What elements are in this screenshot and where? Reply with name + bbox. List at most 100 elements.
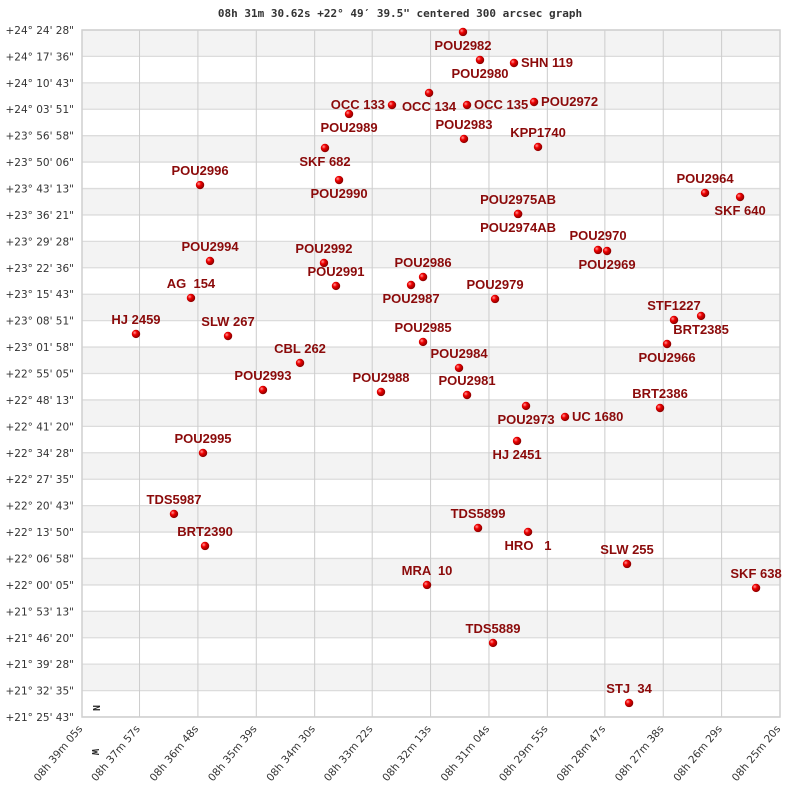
star-point (462, 390, 472, 400)
star-points (131, 27, 761, 708)
x-tick-label: 08h 31m 04s (439, 723, 493, 784)
y-tick-label: +21° 46' 20" (5, 633, 74, 645)
x-tick-label: 08h 29m 55s (497, 723, 551, 784)
star-label: SLW 255 (600, 542, 653, 557)
y-tick-label: +24° 24' 28" (5, 25, 74, 37)
star-label: POU2972 (541, 94, 598, 109)
star-point (376, 387, 386, 397)
star-label: TDS5889 (466, 621, 521, 636)
star-label: SKF 640 (714, 203, 765, 218)
star-point (258, 385, 268, 395)
star-label: POU2979 (466, 277, 523, 292)
y-tick-label: +23° 22' 36" (5, 263, 74, 275)
y-tick-label: +22° 48' 13" (5, 395, 74, 407)
y-tick-label: +21° 32' 35" (5, 686, 74, 698)
star-point (331, 281, 341, 291)
x-tick-label: 08h 35m 39s (206, 723, 260, 784)
star-label: KPP1740 (510, 125, 566, 140)
star-point (195, 180, 205, 190)
star-label: SKF 638 (730, 566, 781, 581)
star-label: BRT2390 (177, 524, 233, 539)
y-tick-label: +22° 27' 35" (5, 474, 74, 486)
star-point (169, 509, 179, 519)
star-point (418, 272, 428, 282)
star-point (424, 88, 434, 98)
star-point (473, 523, 483, 533)
x-tick-label: 08h 36m 48s (148, 723, 202, 784)
star-point (422, 580, 432, 590)
star-point (406, 280, 416, 290)
y-axis-ticks: +24° 24' 28" +24° 17' 36" +24° 10' 43" +24°… (5, 25, 74, 724)
star-point (320, 143, 330, 153)
star-label: BRT2386 (632, 386, 688, 401)
y-tick-label: +24° 03' 51" (5, 104, 74, 116)
star-point (131, 329, 141, 339)
star-label: POU2974AB (480, 220, 556, 235)
plot-border (81, 29, 781, 718)
star-label: SHN 119 (521, 55, 573, 70)
star-point (523, 527, 533, 537)
star-label: STJ 34 (606, 681, 652, 696)
star-point (669, 315, 679, 325)
y-tick-label: +23° 36' 21" (5, 210, 74, 222)
star-point (662, 339, 672, 349)
star-point (295, 358, 305, 368)
star-point (512, 436, 522, 446)
star-point (198, 448, 208, 458)
star-point (593, 245, 603, 255)
star-label: POU2991 (307, 264, 364, 279)
star-label: POU2993 (234, 368, 291, 383)
star-point (454, 363, 464, 373)
star-point (459, 134, 469, 144)
star-label: AG 154 (167, 276, 216, 291)
star-label: OCC 133 (331, 97, 385, 112)
star-label: POU2970 (569, 228, 626, 243)
x-tick-label: 08h 32m 13s (380, 723, 434, 784)
chart-title: 08h 31m 30.62s +22° 49′ 39.5" centered 3… (218, 7, 582, 20)
star-label: POU2984 (430, 346, 488, 361)
star-point (700, 188, 710, 198)
x-tick-label: 08h 33m 22s (322, 723, 376, 784)
star-point (696, 311, 706, 321)
star-point (602, 246, 612, 256)
west-marker: W (89, 749, 100, 756)
star-point (462, 100, 472, 110)
star-label: TDS5899 (451, 506, 506, 521)
star-label: POU2964 (676, 171, 734, 186)
star-point (529, 97, 539, 107)
x-axis-ticks: 08h 39m 05s 08h 37m 57s 08h 36m 48s 08h 35m… (32, 723, 784, 784)
y-tick-label: +21° 25' 43" (5, 712, 74, 724)
star-label: POU2995 (174, 431, 231, 446)
star-point (735, 192, 745, 202)
y-tick-label: +23° 15' 43" (5, 289, 74, 301)
star-label: UC 1680 (572, 409, 623, 424)
y-tick-label: +22° 41' 20" (5, 421, 74, 433)
y-tick-label: +23° 50' 06" (5, 157, 74, 169)
star-label: POU2982 (434, 38, 491, 53)
y-tick-label: +23° 01' 58" (5, 342, 74, 354)
star-label: BRT2385 (673, 322, 729, 337)
star-point (751, 583, 761, 593)
star-point (560, 412, 570, 422)
y-tick-label: +24° 10' 43" (5, 78, 74, 90)
star-label: HJ 2451 (492, 447, 541, 462)
x-tick-label: 08h 25m 20s (730, 723, 784, 784)
star-point (319, 258, 329, 268)
star-point (475, 55, 485, 65)
star-label: POU2992 (295, 241, 352, 256)
star-label: POU2988 (352, 370, 409, 385)
star-point (509, 58, 519, 68)
x-tick-label: 08h 28m 47s (555, 723, 609, 784)
star-label: POU2980 (451, 66, 508, 81)
star-label: SKF 682 (299, 154, 350, 169)
star-point (458, 27, 468, 37)
star-point (533, 142, 543, 152)
y-tick-label: +23° 29' 28" (5, 236, 74, 248)
x-tick-label: 08h 26m 29s (671, 723, 725, 784)
star-point (418, 337, 428, 347)
star-label: POU2990 (310, 186, 367, 201)
x-tick-label: 08h 34m 30s (264, 723, 318, 784)
north-marker: N (90, 705, 101, 711)
star-point (334, 175, 344, 185)
